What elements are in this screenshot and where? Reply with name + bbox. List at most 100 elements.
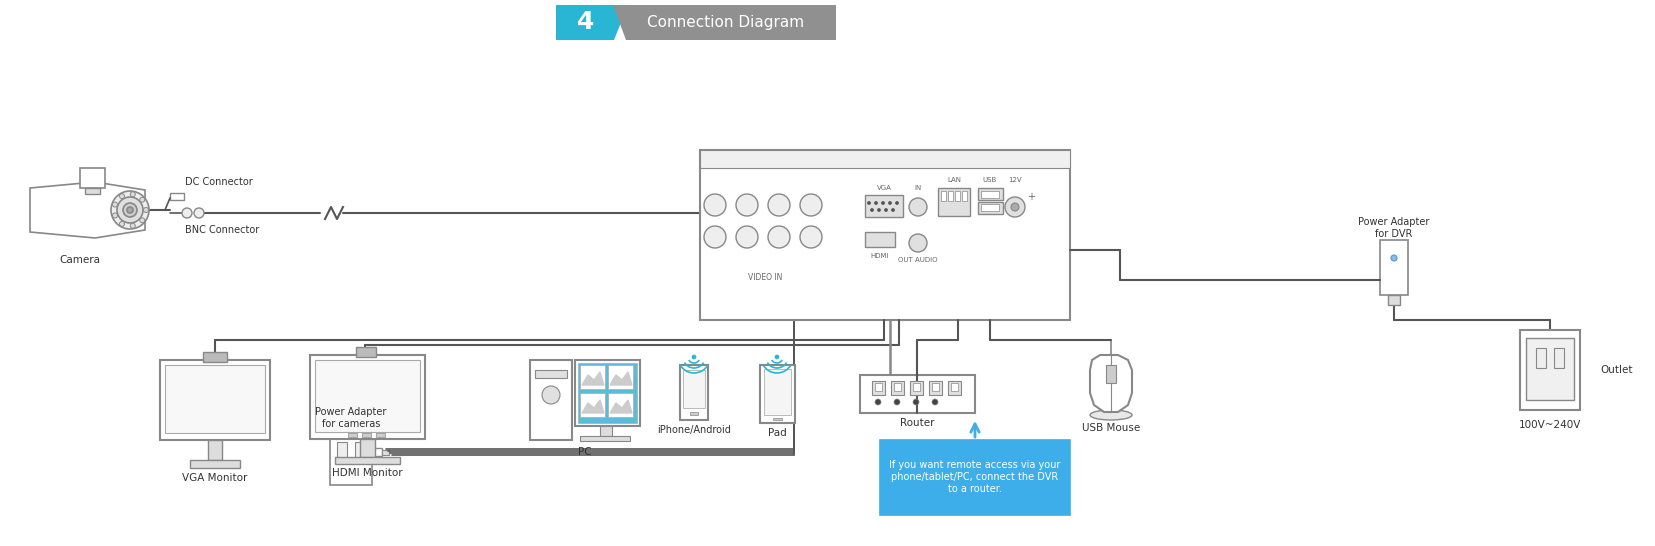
Circle shape — [735, 194, 758, 216]
Circle shape — [182, 208, 192, 218]
Circle shape — [1390, 255, 1397, 261]
Text: USB Mouse: USB Mouse — [1081, 423, 1139, 433]
Circle shape — [874, 399, 880, 405]
Circle shape — [118, 197, 142, 223]
Circle shape — [735, 226, 758, 248]
Bar — [309, 355, 425, 439]
Bar — [980, 204, 998, 211]
Bar — [607, 393, 632, 417]
Bar — [1536, 348, 1546, 368]
Text: IN: IN — [914, 185, 922, 191]
Bar — [690, 412, 697, 415]
Bar — [947, 381, 960, 395]
Bar — [356, 347, 376, 357]
Text: DC Connector: DC Connector — [185, 177, 253, 187]
Circle shape — [113, 202, 118, 207]
Circle shape — [703, 194, 725, 216]
Bar — [910, 381, 922, 395]
Bar — [859, 375, 975, 413]
Bar — [338, 442, 348, 458]
Bar — [978, 202, 1003, 214]
Bar — [376, 433, 384, 437]
Bar — [84, 188, 99, 194]
Circle shape — [1005, 197, 1024, 217]
Bar — [204, 352, 227, 362]
Text: USB: USB — [983, 177, 996, 183]
Bar — [535, 370, 566, 378]
Bar — [978, 188, 1003, 200]
Circle shape — [799, 194, 821, 216]
Bar — [209, 440, 222, 460]
Circle shape — [131, 223, 136, 228]
Text: OUT AUDIO: OUT AUDIO — [897, 257, 937, 263]
Bar — [890, 381, 904, 395]
Bar — [372, 448, 382, 456]
Bar — [879, 440, 1069, 515]
Circle shape — [874, 201, 877, 205]
Text: PC: PC — [578, 447, 591, 457]
Text: 12V: 12V — [1008, 177, 1021, 183]
Circle shape — [127, 207, 132, 213]
Text: Camera: Camera — [60, 255, 101, 265]
Text: 100V~240V: 100V~240V — [1518, 420, 1581, 430]
Polygon shape — [1089, 355, 1132, 412]
Circle shape — [889, 201, 890, 205]
Polygon shape — [30, 182, 146, 238]
Circle shape — [799, 226, 821, 248]
Circle shape — [894, 399, 899, 405]
Bar — [864, 232, 894, 247]
Circle shape — [912, 399, 919, 405]
Circle shape — [775, 355, 778, 359]
Bar — [872, 381, 884, 395]
Bar — [682, 370, 705, 408]
Circle shape — [119, 221, 124, 227]
Text: Outlet: Outlet — [1599, 365, 1632, 375]
Bar — [773, 418, 781, 420]
Polygon shape — [609, 400, 632, 413]
Bar — [574, 360, 639, 426]
Text: VGA Monitor: VGA Monitor — [182, 473, 248, 483]
Bar — [937, 188, 970, 216]
Bar — [170, 193, 184, 200]
Polygon shape — [581, 372, 604, 385]
Circle shape — [113, 213, 118, 218]
Bar — [607, 365, 632, 389]
Bar — [912, 383, 920, 391]
Bar — [1106, 365, 1115, 383]
Bar — [763, 369, 791, 415]
Bar — [874, 383, 882, 391]
Polygon shape — [612, 5, 836, 40]
Circle shape — [122, 203, 137, 217]
Bar — [932, 383, 938, 391]
Circle shape — [703, 226, 725, 248]
Text: If you want remote access via your
phone/tablet/PC, connect the DVR
to a router.: If you want remote access via your phone… — [889, 460, 1061, 494]
Text: Power Adapter
for DVR: Power Adapter for DVR — [1357, 217, 1428, 239]
Bar — [161, 360, 270, 440]
Circle shape — [884, 209, 887, 211]
Circle shape — [111, 191, 149, 229]
Text: HDMI: HDMI — [871, 253, 889, 259]
Circle shape — [871, 209, 872, 211]
Circle shape — [880, 201, 884, 205]
Bar — [599, 426, 612, 436]
Bar — [680, 365, 708, 420]
Bar — [362, 433, 371, 437]
Bar — [579, 365, 604, 389]
Bar — [760, 365, 794, 423]
Bar — [334, 457, 401, 464]
Circle shape — [867, 201, 871, 205]
Circle shape — [144, 207, 149, 212]
Bar — [947, 191, 952, 201]
Polygon shape — [609, 372, 632, 385]
Bar — [359, 439, 374, 457]
Circle shape — [194, 208, 204, 218]
Bar — [79, 168, 104, 188]
Polygon shape — [556, 5, 627, 40]
Circle shape — [768, 226, 789, 248]
Bar — [950, 383, 958, 391]
Circle shape — [541, 386, 559, 404]
Bar — [1379, 240, 1407, 295]
Bar — [955, 191, 960, 201]
Bar — [1387, 295, 1398, 305]
Bar — [190, 460, 240, 468]
